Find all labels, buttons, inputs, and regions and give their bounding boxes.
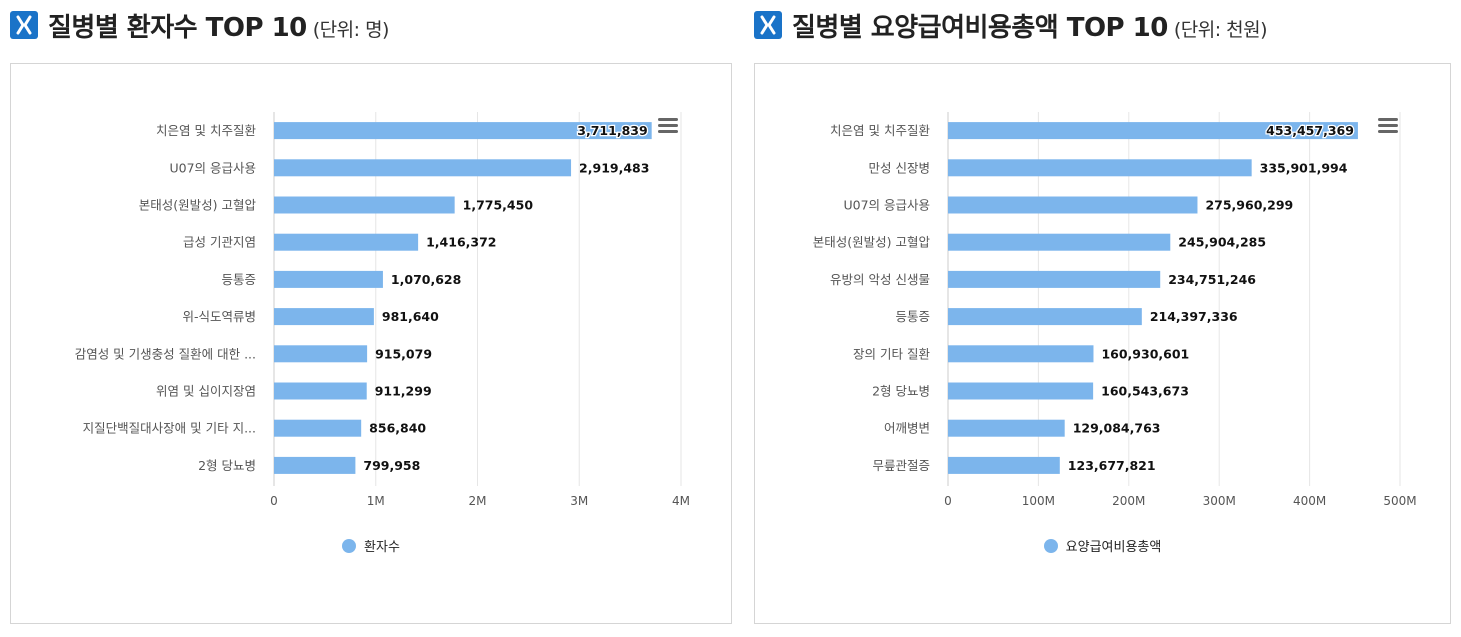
x-tick-label: 100M xyxy=(1022,494,1055,508)
data-label: 1,775,450 xyxy=(463,198,534,213)
bar[interactable] xyxy=(274,382,367,400)
section-heading: 질병별 요양급여비용총액 TOP 10 (단위: 천원) xyxy=(754,0,1452,50)
data-label: 335,901,994 xyxy=(1260,160,1348,175)
data-label: 1,416,372 xyxy=(426,235,496,250)
category-label: 위-식도역류병 xyxy=(182,309,256,324)
data-label: 234,751,246 xyxy=(1168,272,1256,287)
data-label: 3,711,839 xyxy=(577,123,647,138)
x-tick-label: 1M xyxy=(367,494,385,508)
chart-title: 질병별 요양급여비용총액 TOP 10 (단위: 천원) xyxy=(792,12,1268,43)
x-tick-label: 2M xyxy=(469,494,487,508)
data-label: 160,930,601 xyxy=(1101,346,1189,361)
chart-title: 질병별 환자수 TOP 10 (단위: 명) xyxy=(48,12,390,43)
data-label: 2,919,483 xyxy=(579,160,649,175)
bar[interactable] xyxy=(948,122,1358,140)
bar[interactable] xyxy=(274,270,383,288)
bar[interactable] xyxy=(948,382,1094,400)
data-label: 275,960,299 xyxy=(1205,198,1293,213)
bar[interactable] xyxy=(274,345,368,363)
x-tick-label: 3M xyxy=(570,494,588,508)
data-label: 245,904,285 xyxy=(1178,235,1266,250)
category-label: 위염 및 십이지장염 xyxy=(156,384,256,399)
category-label: U07의 응급사용 xyxy=(169,160,256,175)
data-label: 856,840 xyxy=(369,421,426,436)
bar[interactable] xyxy=(274,196,455,214)
data-label: 160,543,673 xyxy=(1101,384,1189,399)
data-label: 129,084,763 xyxy=(1073,421,1161,436)
logo-icon xyxy=(10,11,38,39)
category-label: 만성 신장병 xyxy=(869,160,930,175)
section-heading: 질병별 환자수 TOP 10 (단위: 명) xyxy=(10,0,732,50)
bar[interactable] xyxy=(274,419,362,437)
category-label: 어깨병변 xyxy=(884,421,930,436)
x-tick-label: 4M xyxy=(672,494,690,508)
bar[interactable] xyxy=(274,233,419,251)
chart-panel: 0 100M 200M 300M 400M 500M 치은염 및 치주질환 453,457,3… xyxy=(754,63,1451,624)
category-label: 2형 당뇨병 xyxy=(198,458,256,473)
bar[interactable] xyxy=(274,308,374,326)
data-label: 1,070,628 xyxy=(391,272,461,287)
x-tick-label: 500M xyxy=(1383,494,1416,508)
cost-bar-chart: 0 100M 200M 300M 400M 500M 치은염 및 치주질환 453,457,3… xyxy=(813,112,1417,508)
category-label: 등통증 xyxy=(221,272,256,287)
data-label: 911,299 xyxy=(375,384,432,399)
logo-icon xyxy=(754,11,782,39)
chart-legend[interactable]: 환자수 xyxy=(11,536,731,555)
bar[interactable] xyxy=(948,270,1161,288)
bar[interactable] xyxy=(948,345,1094,363)
x-tick-label: 0 xyxy=(270,494,278,508)
x-tick-label: 0 xyxy=(944,494,952,508)
x-tick-label: 200M xyxy=(1112,494,1145,508)
chart-panel: 0 1M 2M 3M 4M 치은염 및 치주질환 3,711,839 U07의 응급사용 2,9… xyxy=(10,63,732,624)
bar[interactable] xyxy=(948,419,1065,437)
bar[interactable] xyxy=(948,308,1142,326)
category-label: 치은염 및 치주질환 xyxy=(156,123,256,138)
bar[interactable] xyxy=(274,159,572,177)
bar[interactable] xyxy=(948,159,1252,177)
category-label: 본태성(원발성) 고혈압 xyxy=(139,198,257,213)
bar[interactable] xyxy=(948,233,1171,251)
data-label: 123,677,821 xyxy=(1068,458,1156,473)
bar[interactable] xyxy=(948,456,1060,474)
legend-label: 환자수 xyxy=(364,540,400,555)
x-tick-label: 400M xyxy=(1293,494,1326,508)
data-label: 214,397,336 xyxy=(1150,309,1238,324)
category-label: 무릎관절증 xyxy=(872,458,930,473)
category-label: 장의 기타 질환 xyxy=(853,346,930,361)
bar[interactable] xyxy=(274,456,356,474)
category-label: 지질단백질대사장애 및 기타 지... xyxy=(83,421,256,436)
legend-label: 요양급여비용총액 xyxy=(1065,540,1162,555)
legend-marker-icon xyxy=(342,538,357,553)
category-label: 치은염 및 치주질환 xyxy=(830,123,930,138)
category-label: U07의 응급사용 xyxy=(843,198,930,213)
category-label: 2형 당뇨병 xyxy=(872,384,930,399)
data-label: 799,958 xyxy=(363,458,420,473)
bar[interactable] xyxy=(948,196,1198,214)
chart-unit: (단위: 천원) xyxy=(1173,18,1268,41)
hamburger-menu-icon[interactable] xyxy=(658,118,678,133)
legend-marker-icon xyxy=(1043,538,1058,553)
chart-unit: (단위: 명) xyxy=(312,18,390,41)
chart-legend[interactable]: 요양급여비용총액 xyxy=(755,536,1450,555)
category-label: 본태성(원발성) 고혈압 xyxy=(813,235,931,250)
patients-chart-section: 질병별 환자수 TOP 10 (단위: 명) 0 1M 2M 3M 4M 치은염 및 치주질… xyxy=(10,0,732,624)
bar[interactable] xyxy=(274,122,652,140)
data-label: 981,640 xyxy=(382,309,439,324)
category-label: 등통증 xyxy=(895,309,930,324)
data-label: 453,457,369 xyxy=(1266,123,1354,138)
data-label: 915,079 xyxy=(375,346,432,361)
hamburger-menu-icon[interactable] xyxy=(1378,118,1398,133)
category-label: 유방의 악성 신생물 xyxy=(830,272,930,287)
x-tick-label: 300M xyxy=(1203,494,1236,508)
patients-bar-chart: 0 1M 2M 3M 4M 치은염 및 치주질환 3,711,839 U07의 응급사용 2,9… xyxy=(75,112,690,508)
cost-chart-section: 질병별 요양급여비용총액 TOP 10 (단위: 천원) 0 100M 200M 300… xyxy=(754,0,1452,624)
category-label: 급성 기관지염 xyxy=(183,235,256,250)
category-label: 감염성 및 기생충성 질환에 대한 ... xyxy=(75,346,256,361)
